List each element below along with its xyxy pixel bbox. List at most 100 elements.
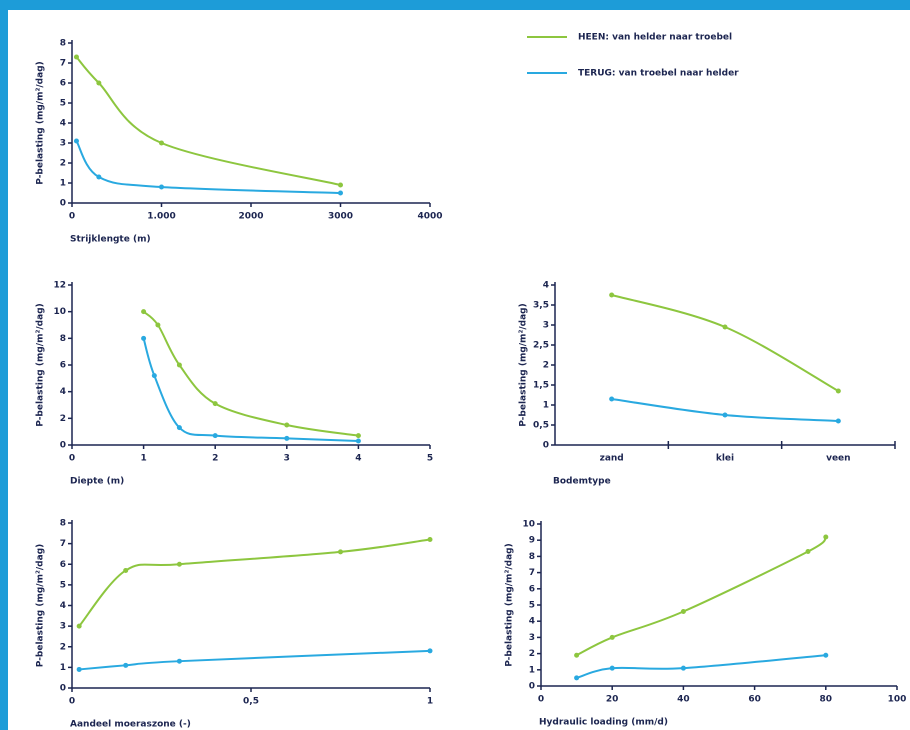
x-tick-label: klei <box>716 454 734 464</box>
y-tick-label: 4 <box>60 601 66 611</box>
y-tick-label: 3 <box>529 633 535 643</box>
panel <box>8 10 910 730</box>
point <box>212 401 218 407</box>
y-tick-label: 4 <box>60 387 66 397</box>
y-tick-label: 0 <box>60 684 66 694</box>
series-line <box>79 649 431 671</box>
y-tick-label: 0 <box>60 441 66 451</box>
y-tick-label: 7 <box>60 59 66 69</box>
y-axis-label: P-belasting (mg/m²/dag) <box>519 303 529 427</box>
point <box>159 184 164 190</box>
y-tick-label: 2 <box>60 159 66 169</box>
point <box>609 634 615 640</box>
y-tick-label: 3 <box>60 622 66 632</box>
y-tick-label: 0,5 <box>533 421 549 431</box>
legend-label: TERUG: van troebel naar helder <box>578 69 739 79</box>
x-tick-label: veen <box>826 454 850 464</box>
y-tick-label: 0 <box>60 199 66 209</box>
point <box>155 322 161 328</box>
point <box>338 182 343 188</box>
point <box>338 549 343 555</box>
x-tick-label: 5 <box>427 454 433 464</box>
point <box>284 435 290 441</box>
x-tick-label: 80 <box>820 695 833 705</box>
point <box>73 138 79 144</box>
y-tick-label: 12 <box>53 281 66 291</box>
point <box>427 537 433 542</box>
y-tick-label: 4 <box>543 281 549 291</box>
x-axis-label: Aandeel moeraszone (-) <box>70 720 191 730</box>
series-line <box>75 56 341 186</box>
point <box>151 373 157 379</box>
x-tick-label: 0 <box>69 454 75 464</box>
point <box>680 608 686 614</box>
point <box>76 666 82 672</box>
point <box>835 388 841 394</box>
y-axis-label: P-belasting (mg/m²/dag) <box>36 544 46 668</box>
y-tick-label: 3,5 <box>533 301 549 311</box>
y-tick-label: 8 <box>60 519 66 529</box>
x-axis-label: Bodemtype <box>553 477 611 487</box>
y-tick-label: 8 <box>529 552 535 562</box>
x-tick-label: 4 <box>355 454 361 464</box>
point <box>141 335 147 341</box>
point <box>355 433 361 439</box>
point <box>609 396 615 402</box>
x-tick-label: 1.000 <box>147 212 175 222</box>
y-tick-label: 2,5 <box>533 341 549 351</box>
point <box>574 652 580 658</box>
y-axis-label: P-belasting (mg/m²/dag) <box>505 543 515 667</box>
y-tick-label: 2 <box>543 361 549 371</box>
point <box>123 567 129 573</box>
y-tick-label: 10 <box>522 520 535 530</box>
point <box>159 140 164 146</box>
y-tick-label: 9 <box>529 536 535 546</box>
y-tick-label: 1 <box>529 665 535 675</box>
point <box>609 292 615 298</box>
y-tick-label: 5 <box>60 580 66 590</box>
legend-label: HEEN: van helder naar troebel <box>578 33 732 43</box>
x-tick-label: 60 <box>748 695 761 705</box>
point <box>96 174 102 180</box>
y-tick-label: 1 <box>60 179 66 189</box>
y-tick-label: 3 <box>60 139 66 149</box>
y-tick-label: 2 <box>60 414 66 424</box>
x-tick-label: 2 <box>212 454 218 464</box>
point <box>96 80 102 86</box>
y-tick-label: 6 <box>529 584 535 594</box>
series-line <box>78 538 431 627</box>
x-tick-label: 100 <box>888 695 907 705</box>
point <box>284 422 290 428</box>
y-tick-label: 7 <box>529 568 535 578</box>
point <box>609 665 615 671</box>
x-tick-label: 20 <box>606 695 619 705</box>
y-tick-label: 1 <box>60 663 66 673</box>
y-tick-label: 6 <box>60 560 66 570</box>
x-tick-label: 2000 <box>238 212 263 222</box>
series-line <box>576 654 826 679</box>
point <box>722 412 728 418</box>
point <box>823 534 829 540</box>
x-tick-label: 0,5 <box>243 697 259 707</box>
y-axis-label: P-belasting (mg/m²/dag) <box>36 61 46 185</box>
point <box>574 675 580 681</box>
point <box>123 662 129 668</box>
series-line <box>576 536 827 657</box>
y-tick-label: 0 <box>543 441 549 451</box>
point <box>76 623 82 629</box>
point <box>73 54 79 60</box>
y-tick-label: 8 <box>60 334 66 344</box>
y-tick-label: 2 <box>60 642 66 652</box>
point <box>338 190 343 196</box>
x-axis-label: Hydraulic loading (mm/d) <box>539 718 668 728</box>
y-tick-label: 1 <box>543 401 549 411</box>
point <box>212 433 218 439</box>
y-tick-label: 5 <box>60 99 66 109</box>
y-tick-label: 0 <box>529 682 535 692</box>
x-tick-label: 0 <box>69 697 75 707</box>
y-tick-label: 6 <box>60 79 66 89</box>
x-tick-label: 40 <box>677 695 690 705</box>
y-tick-label: 5 <box>529 601 535 611</box>
point <box>722 324 728 330</box>
point <box>355 438 361 444</box>
